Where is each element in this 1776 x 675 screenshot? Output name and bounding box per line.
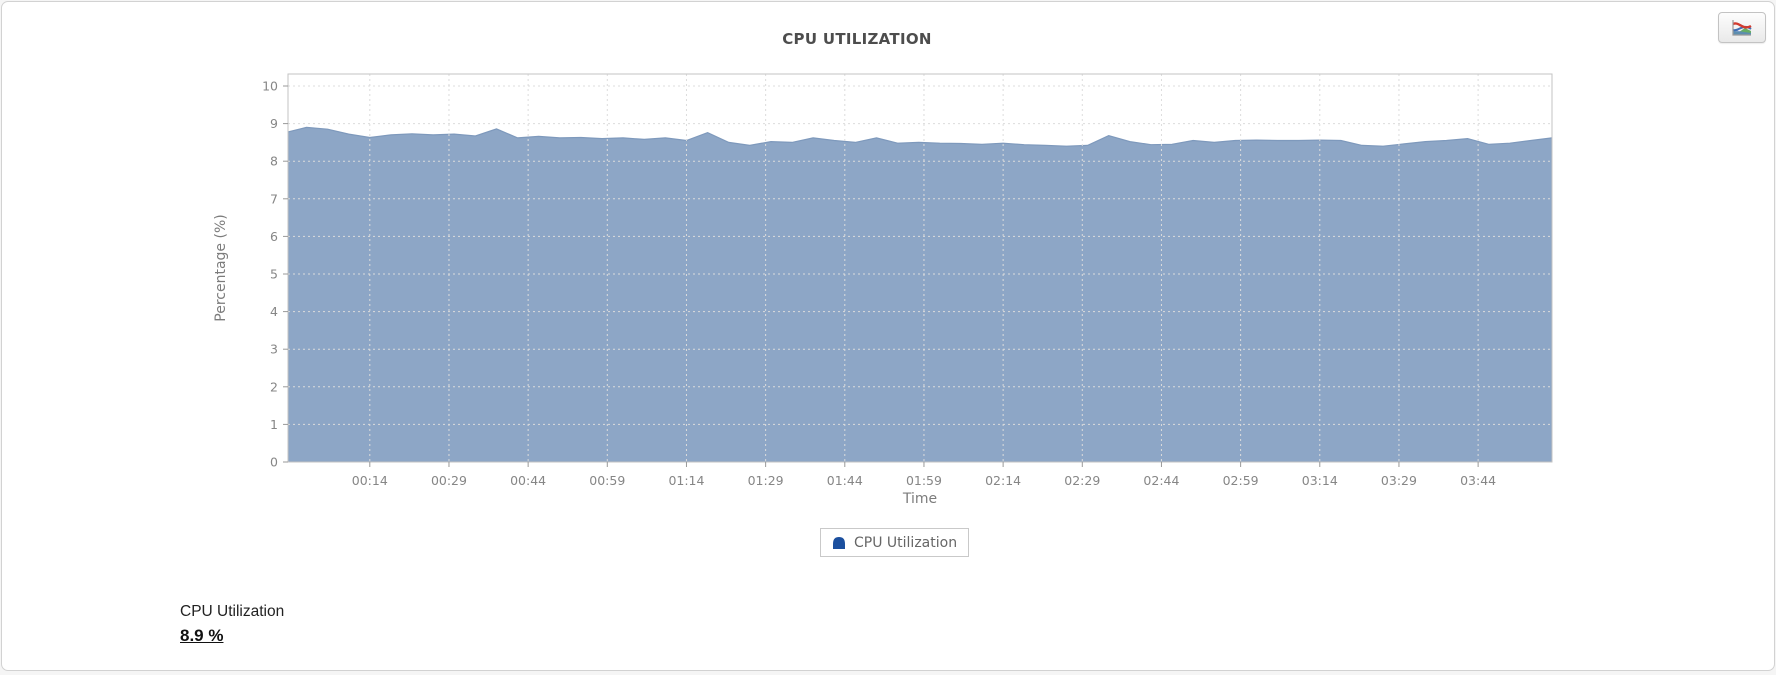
svg-text:03:14: 03:14 [1302,473,1338,488]
svg-text:2: 2 [270,379,278,394]
svg-text:02:14: 02:14 [985,473,1021,488]
svg-text:3: 3 [270,342,278,357]
svg-text:9: 9 [270,116,278,131]
svg-text:00:59: 00:59 [589,473,625,488]
x-axis-title: Time [902,491,938,507]
metric-value-link[interactable]: 8.9 % [180,626,224,645]
svg-text:00:29: 00:29 [431,473,467,488]
svg-text:01:29: 01:29 [748,473,784,488]
svg-text:00:14: 00:14 [352,473,388,488]
svg-text:4: 4 [270,304,278,319]
svg-text:7: 7 [270,191,278,206]
svg-text:03:29: 03:29 [1381,473,1417,488]
chart-title: CPU UTILIZATION [782,30,932,48]
cpu-utilization-area-series[interactable] [288,127,1552,463]
legend-item-cpu-utilization[interactable]: CPU Utilization [820,528,970,557]
line-chart-icon [1732,19,1752,36]
svg-text:1: 1 [270,417,278,432]
svg-text:01:59: 01:59 [906,473,942,488]
svg-text:8: 8 [270,154,278,169]
cpu-utilization-chart: 00:14 00:29 00:44 00:59 01:14 01:29 01:44 01:59… [262,73,1553,488]
legend-label: CPU Utilization [854,534,958,551]
chart-options-button[interactable] [1718,12,1766,43]
svg-text:5: 5 [270,267,278,282]
area-series-marker-icon [833,536,845,549]
svg-text:01:14: 01:14 [668,473,704,488]
svg-text:03:44: 03:44 [1460,473,1496,488]
metric-label: CPU Utilization [180,603,285,620]
svg-text:01:44: 01:44 [827,473,863,488]
svg-text:02:44: 02:44 [1143,473,1179,488]
svg-text:0: 0 [270,455,278,470]
svg-text:10: 10 [262,79,278,94]
svg-text:02:59: 02:59 [1223,473,1259,488]
metric-summary: CPU Utilization 8.9 % [180,603,284,646]
svg-text:02:29: 02:29 [1064,473,1100,488]
y-axis-title: Percentage (%) [213,214,229,322]
svg-text:00:44: 00:44 [510,473,546,488]
svg-text:6: 6 [270,229,278,244]
